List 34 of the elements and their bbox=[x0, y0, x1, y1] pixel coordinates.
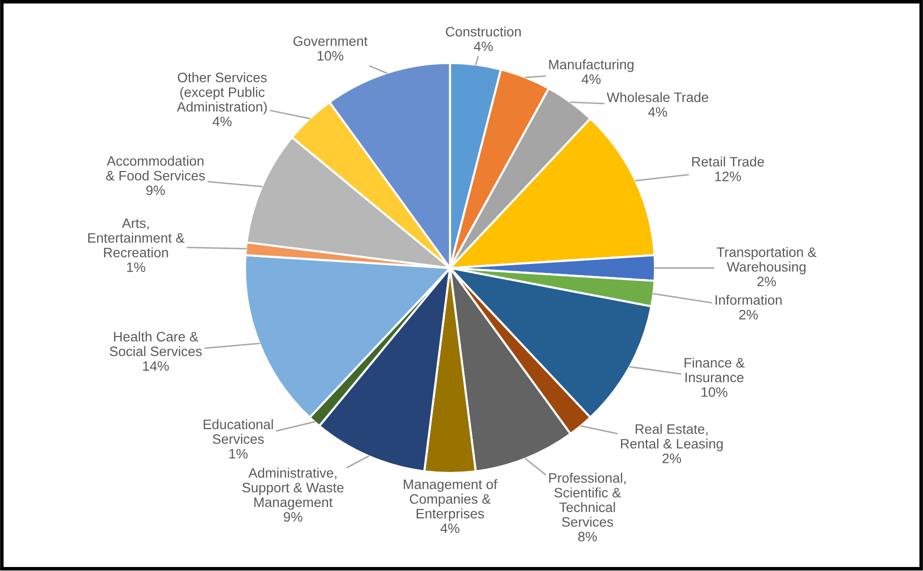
slice-label: Educational Services bbox=[204, 419, 273, 444]
data-label: 14% bbox=[143, 361, 169, 371]
data-label: 1% bbox=[229, 448, 248, 458]
data-label: 8% bbox=[578, 532, 597, 542]
slice-label: Accommodation & Food Services bbox=[106, 156, 205, 180]
slice-label: Retail Trade bbox=[692, 156, 764, 167]
data-label: 4% bbox=[582, 74, 601, 84]
data-label: 2% bbox=[662, 454, 682, 464]
slice-label: Finance & Insurance bbox=[684, 358, 745, 382]
data-label: 4% bbox=[212, 116, 232, 126]
data-label: 4% bbox=[648, 107, 668, 117]
data-label: 2% bbox=[757, 276, 776, 286]
data-label: 4% bbox=[440, 524, 460, 534]
data-label: 4% bbox=[474, 42, 493, 52]
slice-label: Construction bbox=[446, 26, 521, 37]
slice-label: Health Care & Social Services bbox=[110, 332, 202, 356]
slice-label: Wholesale Trade bbox=[606, 92, 708, 102]
data-label: 12% bbox=[715, 172, 741, 182]
data-label: 9% bbox=[146, 185, 165, 196]
data-label: 10% bbox=[702, 387, 728, 397]
slice-label: Management of Companies & Enterprises bbox=[404, 479, 498, 522]
slice-label: Real Estate, Rental & Leasing bbox=[620, 424, 723, 452]
slice-label: Information bbox=[716, 294, 782, 305]
slice-label: Administrative, Support & Waste Management bbox=[242, 468, 344, 510]
slice-label: Government bbox=[293, 36, 368, 46]
slice-label: Transportation & Warehousing bbox=[716, 246, 816, 274]
data-label: 2% bbox=[739, 310, 758, 320]
data-label: 9% bbox=[284, 512, 302, 522]
data-label: 10% bbox=[318, 50, 344, 61]
slice-label: Professional, Scientific & Technical Services bbox=[549, 472, 626, 527]
slice-label: Manufacturing bbox=[549, 59, 634, 72]
data-label: 1% bbox=[127, 262, 146, 272]
slice-label: Arts, Entertainment & Recreation bbox=[88, 218, 184, 258]
slice-label: Other Services (except Public Administration) bbox=[176, 72, 267, 114]
